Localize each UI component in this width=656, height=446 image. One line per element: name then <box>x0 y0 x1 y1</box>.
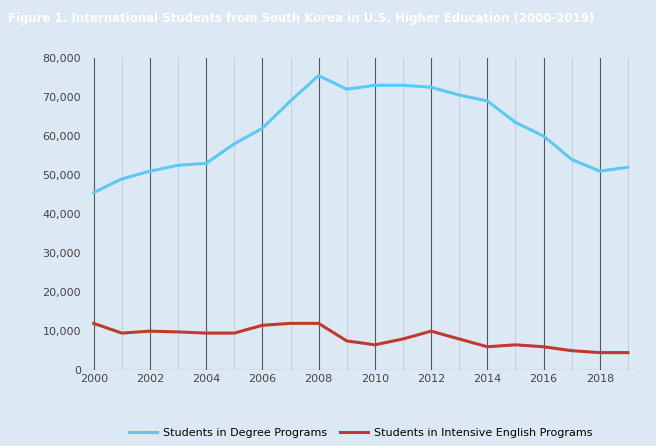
Students in Degree Programs <box>118 176 126 182</box>
Students in Degree Programs <box>596 169 604 174</box>
Students in Degree Programs <box>399 83 407 88</box>
Line: Students in Intensive English Programs: Students in Intensive English Programs <box>94 323 628 353</box>
Students in Intensive English Programs <box>202 330 210 336</box>
Students in Intensive English Programs <box>540 344 548 350</box>
Students in Intensive English Programs <box>230 330 238 336</box>
Students in Intensive English Programs <box>174 329 182 334</box>
Students in Degree Programs <box>202 161 210 166</box>
Students in Degree Programs <box>483 98 491 103</box>
Students in Intensive English Programs <box>512 342 520 347</box>
Students in Degree Programs <box>371 83 379 88</box>
Students in Degree Programs <box>540 133 548 139</box>
Students in Intensive English Programs <box>371 342 379 347</box>
Students in Degree Programs <box>230 141 238 146</box>
Students in Intensive English Programs <box>146 328 154 334</box>
Students in Intensive English Programs <box>343 338 351 343</box>
Students in Intensive English Programs <box>399 336 407 342</box>
Students in Degree Programs <box>427 85 435 90</box>
Students in Degree Programs <box>287 98 295 103</box>
Students in Intensive English Programs <box>567 348 575 353</box>
Students in Intensive English Programs <box>427 328 435 334</box>
Students in Degree Programs <box>90 190 98 195</box>
Students in Degree Programs <box>343 87 351 92</box>
Students in Intensive English Programs <box>118 330 126 336</box>
Text: Figure 1. International Students from South Korea in U.S. Higher Education (2000: Figure 1. International Students from So… <box>8 12 594 25</box>
Students in Degree Programs <box>258 126 266 131</box>
Students in Degree Programs <box>315 73 323 78</box>
Legend: Students in Degree Programs, Students in Intensive English Programs: Students in Degree Programs, Students in… <box>125 424 596 443</box>
Line: Students in Degree Programs: Students in Degree Programs <box>94 75 628 193</box>
Students in Intensive English Programs <box>483 344 491 350</box>
Students in Intensive English Programs <box>287 321 295 326</box>
Students in Intensive English Programs <box>596 350 604 355</box>
Students in Degree Programs <box>455 92 463 98</box>
Students in Intensive English Programs <box>624 350 632 355</box>
Students in Intensive English Programs <box>258 322 266 328</box>
Students in Degree Programs <box>567 157 575 162</box>
Students in Intensive English Programs <box>90 321 98 326</box>
Students in Intensive English Programs <box>315 321 323 326</box>
Students in Degree Programs <box>146 169 154 174</box>
Students in Degree Programs <box>174 163 182 168</box>
Students in Degree Programs <box>624 165 632 170</box>
Students in Intensive English Programs <box>455 336 463 342</box>
Students in Degree Programs <box>512 120 520 125</box>
